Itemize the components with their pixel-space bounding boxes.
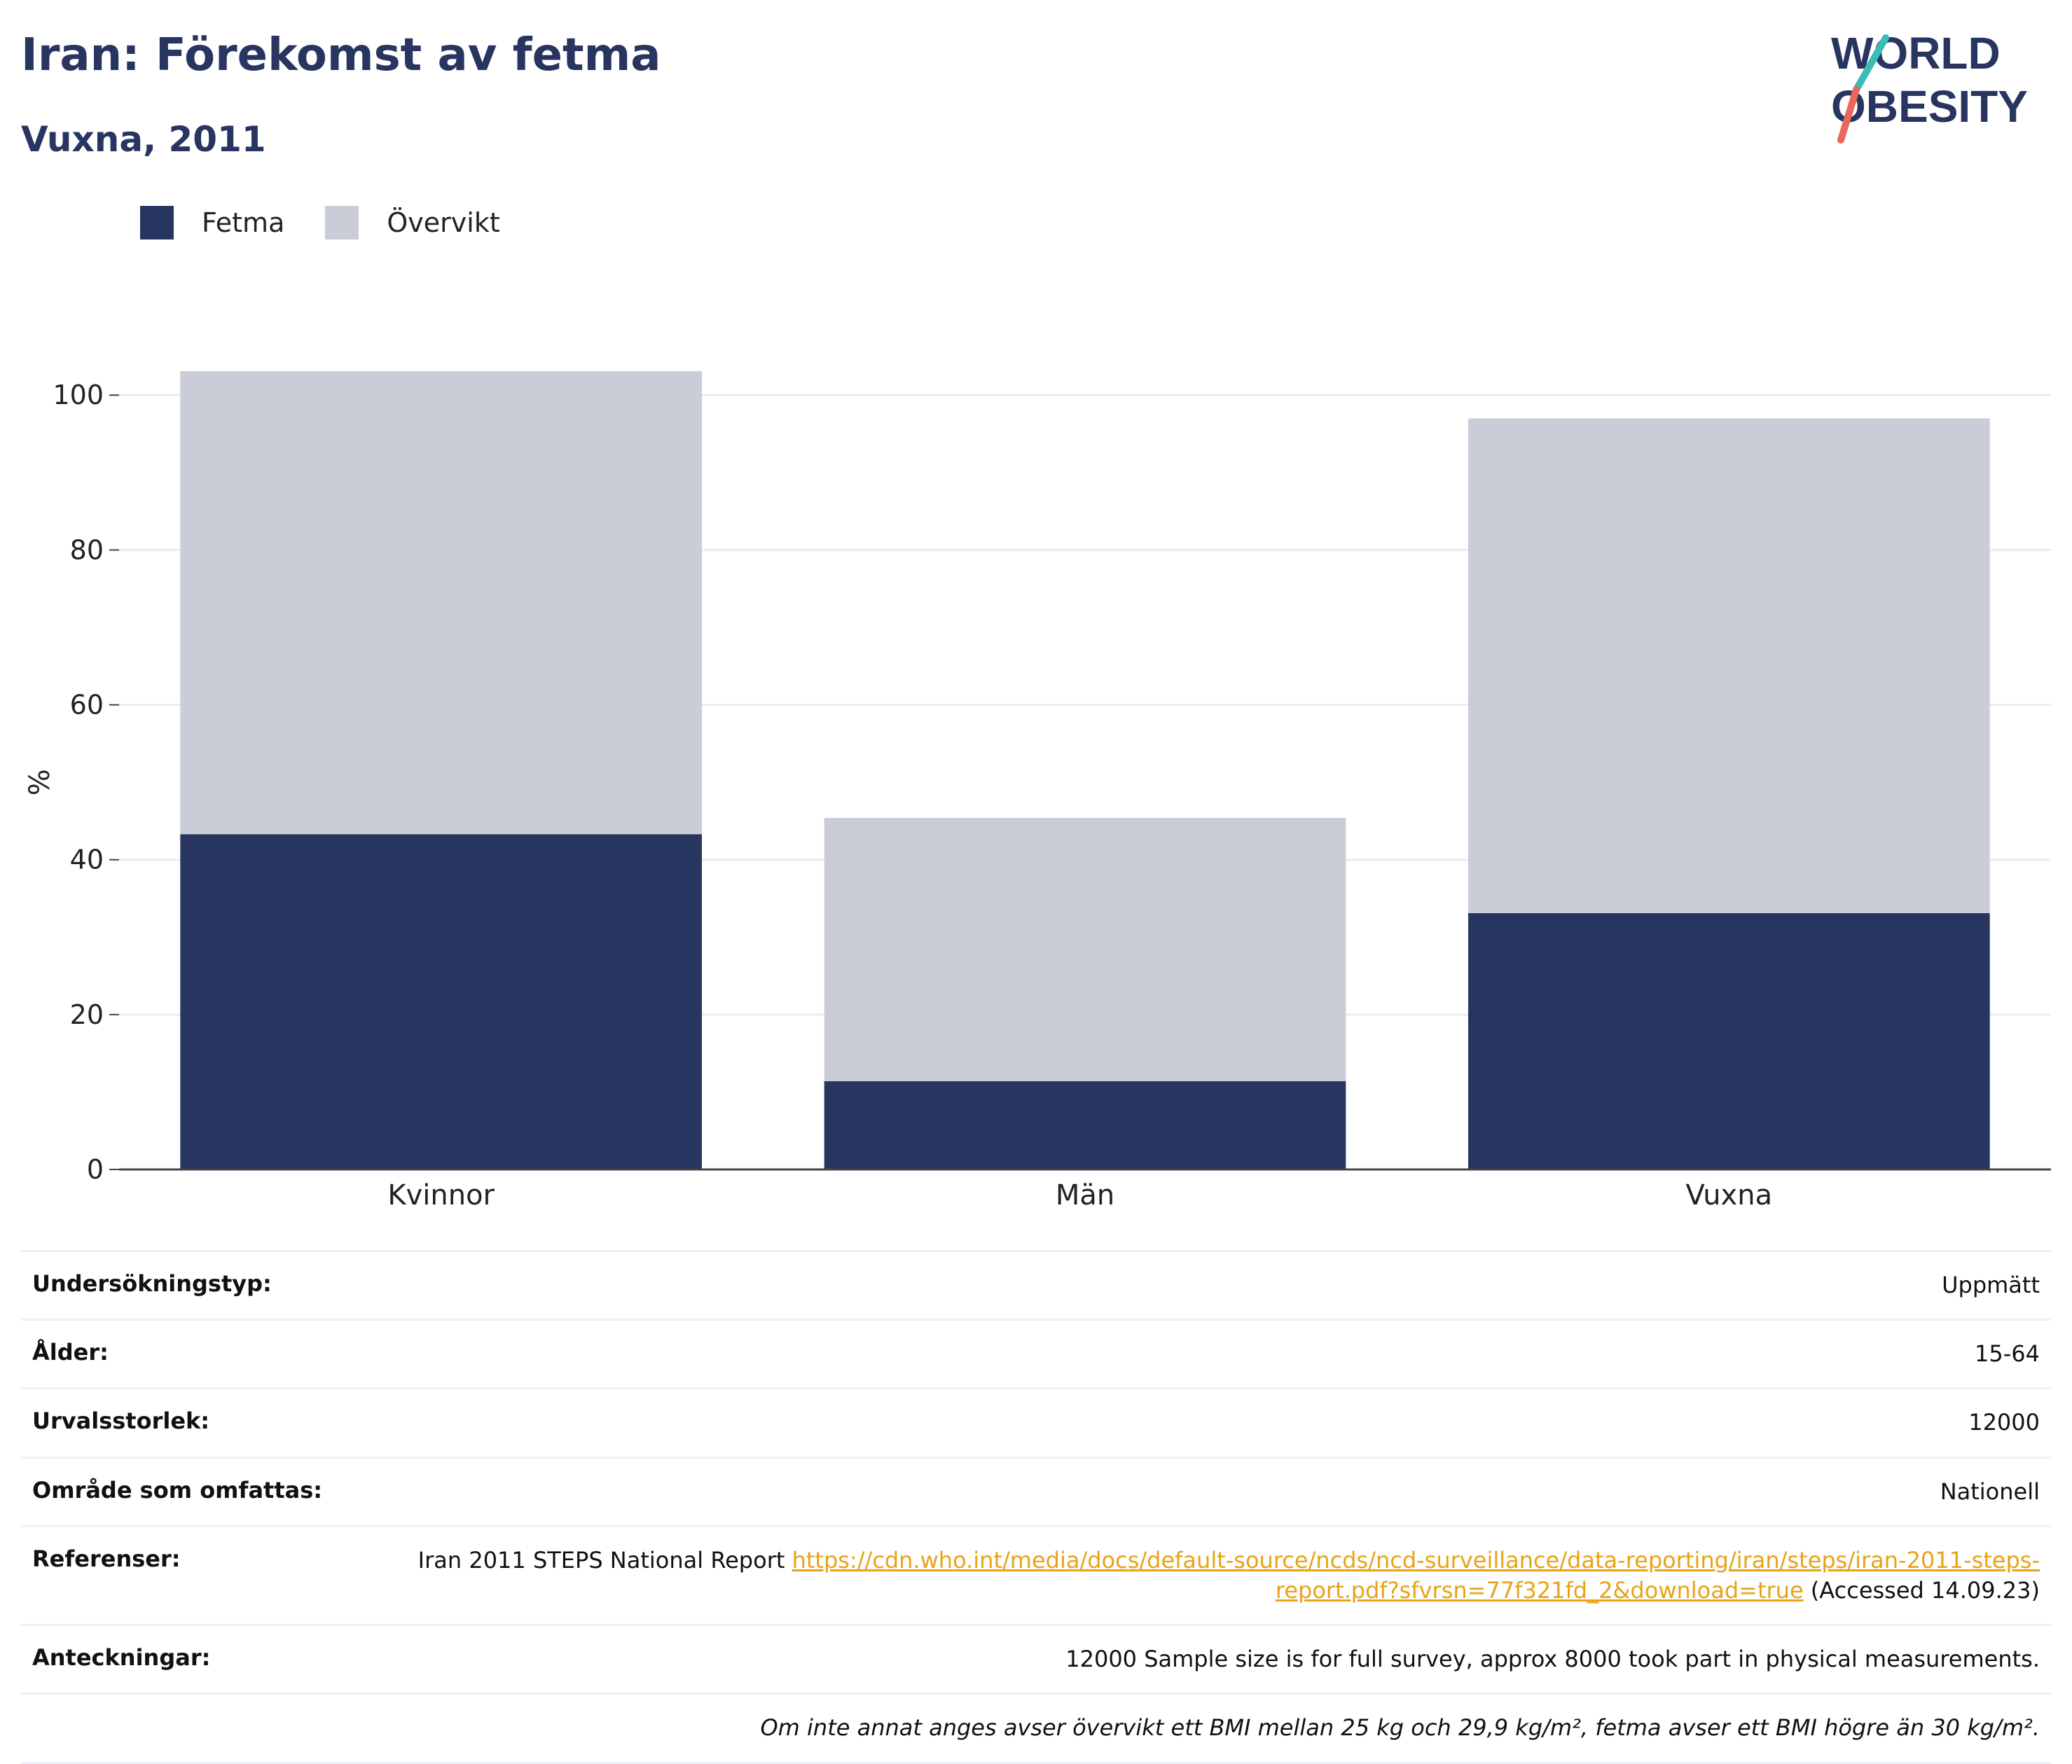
svg-text:WORLD: WORLD	[1831, 28, 2001, 78]
y-axis-label: %	[24, 769, 56, 796]
bar-vervikt-mn	[824, 817, 1346, 1081]
reference-text: Iran 2011 STEPS National Report	[417, 1546, 785, 1574]
x-tick-label: Vuxna	[1686, 1179, 1773, 1211]
meta-value: 12000 Sample size is for full survey, ap…	[1065, 1646, 2040, 1673]
legend-swatch-fetma	[140, 206, 174, 239]
stacked-bar-chart: 0 20 40 60 80 100% Kvinnor Män Vuxna	[24, 370, 2051, 1211]
bar-fetma-mn	[824, 1081, 1346, 1169]
meta-label: Referenser:	[32, 1545, 181, 1572]
meta-value: 12000	[1968, 1409, 2040, 1436]
bar-fetma-kvinnor	[180, 834, 702, 1169]
y-tick-label: 40	[70, 845, 104, 875]
meta-row-survey-type: Undersökningstyp: Uppmätt	[21, 1250, 2051, 1319]
footnote: Om inte annat anges avser övervikt ett B…	[760, 1714, 2040, 1742]
legend-label-overvikt: Övervikt	[387, 207, 500, 238]
meta-label: Område som omfattas:	[32, 1476, 323, 1503]
x-tick-label: Män	[1056, 1179, 1114, 1211]
legend-label-fetma: Fetma	[202, 207, 285, 238]
legend-swatch-overvikt	[325, 206, 359, 239]
bar-vervikt-vuxna	[1468, 418, 1990, 913]
meta-row-area: Område som omfattas: Nationell	[21, 1456, 2051, 1525]
y-tick-label: 60	[70, 690, 104, 721]
chart-subtitle: Vuxna, 2011	[21, 119, 266, 160]
meta-value: Nationell	[1940, 1478, 2040, 1505]
meta-row-footnote: Om inte annat anges avser övervikt ett B…	[21, 1693, 2051, 1764]
meta-value: Iran 2011 STEPS National Report https://…	[359, 1546, 2040, 1606]
y-tick-label: 0	[87, 1154, 104, 1185]
meta-label: Undersökningstyp:	[32, 1270, 272, 1297]
meta-row-notes: Anteckningar: 12000 Sample size is for f…	[21, 1624, 2051, 1693]
meta-row-references: Referenser: Iran 2011 STEPS National Rep…	[21, 1525, 2051, 1624]
survey-details-table: Undersökningstyp: Uppmätt Ålder: 15-64 U…	[21, 1250, 2051, 1764]
meta-value: Uppmätt	[1942, 1272, 2040, 1298]
bar-vervikt-kvinnor	[180, 370, 702, 835]
reference-link[interactable]: https://cdn.who.int/media/docs/default-s…	[792, 1546, 2040, 1604]
chart-legend: Fetma Övervikt	[140, 206, 541, 239]
reference-accessed: (Accessed 14.09.23)	[1810, 1576, 2040, 1604]
meta-label: Urvalsstorlek:	[32, 1408, 210, 1435]
y-tick-label: 20	[70, 999, 104, 1030]
meta-label: Anteckningar:	[32, 1644, 211, 1672]
y-tick-label: 80	[70, 534, 104, 565]
world-obesity-logo: WORLD OBESITY	[1831, 28, 2028, 144]
meta-label: Ålder:	[32, 1339, 109, 1366]
meta-row-age: Ålder: 15-64	[21, 1319, 2051, 1387]
chart-title: Iran: Förekomst av fetma	[21, 29, 661, 81]
svg-text:OBESITY: OBESITY	[1831, 81, 2028, 132]
meta-value: 15-64	[1975, 1340, 2040, 1368]
y-tick-label: 100	[53, 380, 104, 410]
x-tick-label: Kvinnor	[387, 1179, 495, 1211]
legend-item-overvikt[interactable]: Övervikt	[325, 206, 500, 239]
bar-fetma-vuxna	[1468, 912, 1990, 1169]
meta-row-sample-size: Urvalsstorlek: 12000	[21, 1387, 2051, 1456]
legend-item-fetma[interactable]: Fetma	[140, 206, 284, 239]
